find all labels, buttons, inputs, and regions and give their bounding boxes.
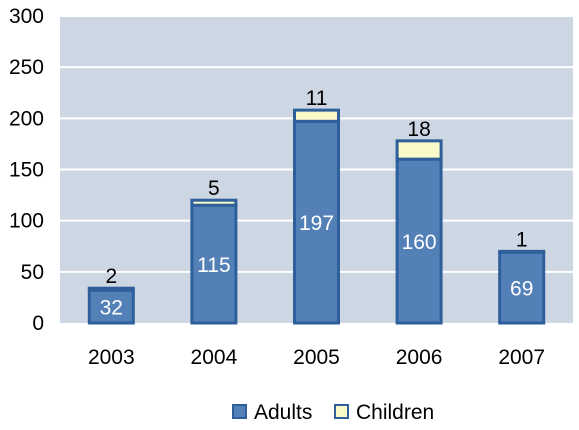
legend-item: Adults (232, 401, 312, 424)
data-label-children: 2 (105, 265, 117, 288)
bar-children (293, 108, 340, 123)
x-axis: 2003 2004 2005 2006 2007 (88, 346, 545, 369)
bar-adults (498, 250, 546, 325)
y-tick-label: 150 (9, 159, 44, 182)
bar-group: 115 5 (190, 177, 238, 325)
data-label-adults: 197 (299, 212, 334, 235)
legend-swatch (334, 404, 349, 419)
bar-adults (395, 157, 443, 325)
data-label-adults: 69 (510, 278, 533, 301)
data-label-adults: 160 (402, 231, 437, 254)
data-label-children: 18 (407, 118, 430, 141)
legend-label: Adults (254, 401, 312, 424)
bar-adults (293, 119, 340, 325)
x-tick-label: 2005 (293, 346, 340, 369)
bar-adults (87, 288, 135, 325)
legend-label: Children (356, 401, 434, 424)
y-tick-label: 250 (9, 56, 44, 79)
x-tick-label: 2007 (498, 346, 545, 369)
legend-swatch (232, 404, 247, 419)
bar-adults (190, 203, 238, 325)
bar-group: 160 18 (395, 118, 443, 325)
data-label-children: 1 (516, 228, 528, 251)
y-tick-label: 0 (32, 312, 44, 335)
bar-group: 69 1 (498, 228, 546, 325)
x-tick-label: 2003 (88, 346, 135, 369)
bar-children (395, 139, 443, 161)
legend: Adults Children (232, 401, 434, 424)
y-tick-label: 50 (21, 261, 44, 284)
x-tick-label: 2004 (191, 346, 238, 369)
data-label-children: 11 (306, 87, 328, 110)
y-tick-label: 100 (9, 210, 44, 233)
y-axis: 0 50 100 150 200 250 300 (9, 5, 44, 335)
y-tick-label: 200 (9, 107, 44, 130)
bar-group: 322 (87, 265, 135, 325)
legend-item: Children (334, 401, 434, 424)
data-label-adults: 32 (100, 297, 123, 320)
x-tick-label: 2006 (396, 346, 443, 369)
bar-group: 197 11 (293, 87, 340, 325)
data-label-children: 5 (208, 177, 220, 200)
y-tick-label: 300 (9, 5, 44, 28)
data-label-adults: 115 (197, 254, 230, 277)
